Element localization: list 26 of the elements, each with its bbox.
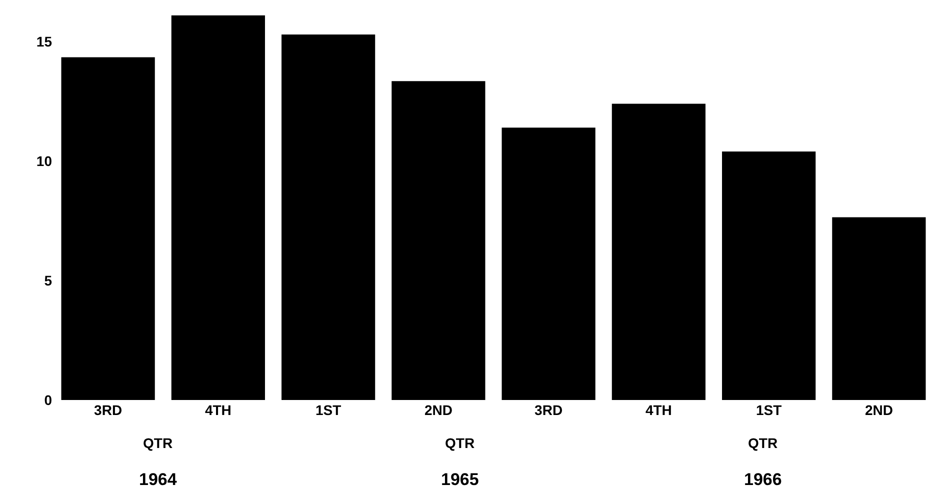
bar bbox=[832, 217, 926, 400]
text: QTR bbox=[143, 435, 173, 451]
x-tick-label: 4TH bbox=[204, 402, 232, 418]
bar bbox=[61, 57, 155, 400]
x-tick-label: 2ND bbox=[864, 402, 893, 418]
text: 1964 bbox=[139, 470, 178, 489]
bar bbox=[171, 15, 265, 400]
y-tick-label: 0 bbox=[44, 392, 52, 408]
x-tick-label: 1ST bbox=[315, 402, 342, 418]
y-tick-label: 5 bbox=[44, 272, 52, 288]
bar bbox=[392, 81, 486, 400]
x-tick-label: 1ST bbox=[756, 402, 782, 418]
text: QTR bbox=[445, 435, 475, 451]
text: QTR bbox=[748, 435, 778, 451]
x-tick-label: 3RD bbox=[534, 402, 563, 418]
x-tick-label: 2ND bbox=[424, 402, 452, 418]
text: 1965 bbox=[441, 470, 479, 489]
bar bbox=[722, 152, 816, 400]
y-tick-label: 10 bbox=[36, 153, 52, 170]
bar bbox=[282, 34, 376, 400]
y-tick-label: 15 bbox=[36, 34, 52, 50]
text: 1966 bbox=[744, 470, 782, 489]
bar bbox=[612, 104, 706, 400]
bar bbox=[502, 128, 596, 400]
x-tick-label: 4TH bbox=[645, 402, 672, 418]
x-tick-label: 3RD bbox=[94, 402, 122, 418]
